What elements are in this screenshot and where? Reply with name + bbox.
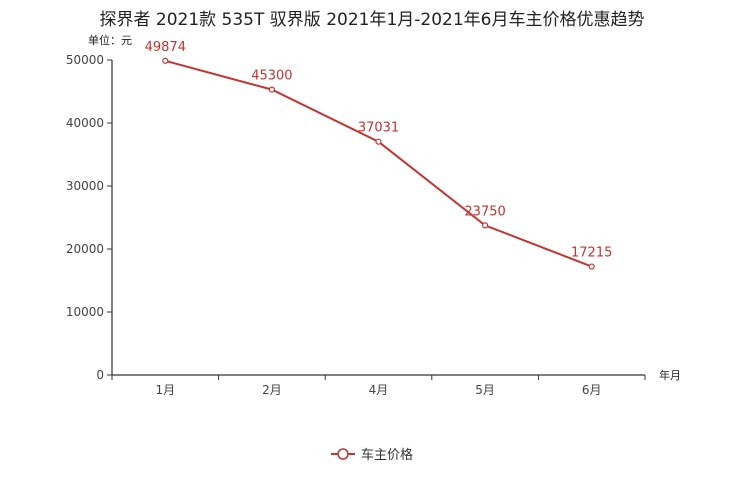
data-point [482, 222, 489, 229]
series-line [165, 59, 593, 268]
series-group: 49874 45300 37031 23750 17215 [145, 40, 612, 270]
x-tick-label: 1月 [155, 383, 175, 397]
legend-label: 车主价格 [361, 447, 413, 463]
axes-group: 0 10000 20000 30000 40000 50000 单位：元 1月 2月 4月 5月 6月… [66, 33, 681, 397]
x-tick-label: 4月 [369, 383, 389, 397]
legend-group: 车主价格 [331, 447, 413, 463]
y-tick-label: 0 [96, 368, 104, 382]
x-axis-title: 年月 [659, 368, 681, 382]
data-point [162, 57, 169, 64]
data-point [588, 263, 595, 270]
y-axis-title: 单位：元 [88, 33, 132, 47]
data-label: 37031 [358, 121, 399, 136]
data-label: 45300 [251, 69, 292, 84]
data-label: 23750 [464, 204, 505, 219]
legend-marker [337, 448, 349, 460]
chart-title: 探界者 2021款 535T 驭界版 2021年1月-2021年6月车主价格优惠… [99, 10, 645, 30]
y-tick-label: 20000 [66, 242, 104, 256]
data-label: 17215 [571, 246, 612, 261]
x-tick-label: 5月 [475, 383, 495, 397]
x-tick-label: 2月 [262, 383, 282, 397]
x-tick-label: 6月 [582, 383, 602, 397]
data-point [375, 138, 382, 145]
y-tick-label: 50000 [66, 53, 104, 67]
data-point [268, 86, 275, 93]
y-tick-label: 40000 [66, 116, 104, 130]
y-tick-label: 10000 [66, 305, 104, 319]
data-label: 49874 [145, 40, 186, 55]
y-tick-label: 30000 [66, 179, 104, 193]
